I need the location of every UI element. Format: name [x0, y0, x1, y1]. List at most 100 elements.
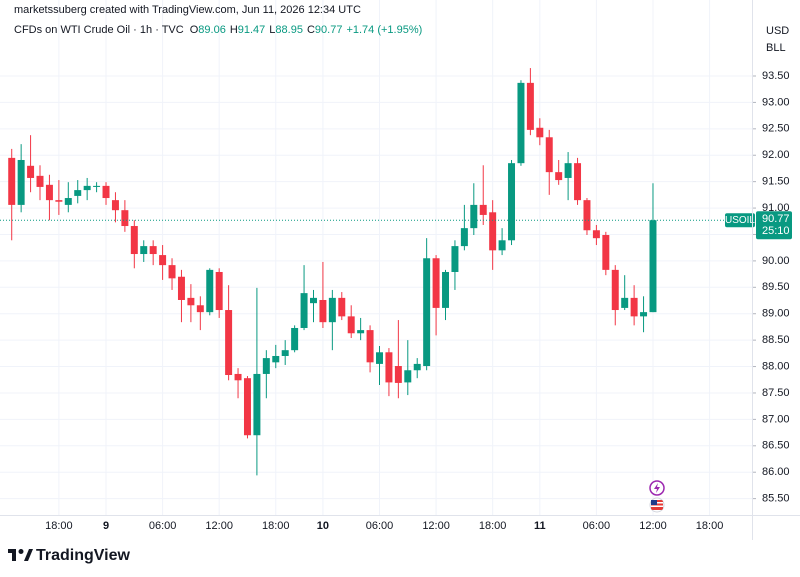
candle-body [243, 378, 251, 436]
candle-body [45, 184, 53, 201]
candle-body [413, 363, 421, 371]
y-tick-label: 92.50 [762, 123, 790, 135]
y-tick-label: 91.50 [762, 176, 790, 188]
candle-body [130, 226, 138, 255]
candle-body [611, 269, 619, 311]
candle-body [281, 350, 289, 356]
candle-body [300, 293, 308, 328]
candle-body [111, 200, 119, 211]
candle-body [64, 198, 72, 205]
y-tick-label: 93.50 [762, 70, 790, 82]
candle-body [385, 352, 393, 383]
symbol-tag [725, 213, 755, 228]
overlay: 85.50 86.00 86.50 87.00 87.50 88.00 88.50 89.00… [0, 70, 792, 532]
candle-body [149, 246, 157, 255]
candle-body [366, 330, 374, 363]
x-tick-label: 12:00 [639, 520, 667, 532]
candle-body [394, 366, 402, 383]
candle-body [479, 204, 487, 215]
candle-body [8, 157, 16, 205]
ohlc-key: O [190, 24, 199, 36]
y-tick-label: 89.00 [762, 308, 790, 320]
y-tick-label: 93.00 [762, 96, 790, 108]
ohlc-key: L [269, 24, 275, 36]
candle-body [526, 82, 534, 130]
y-tick-label: 87.00 [762, 413, 790, 425]
candle-body [159, 255, 167, 266]
x-tick-label: 12:00 [422, 520, 450, 532]
candle-body [621, 297, 629, 308]
candle-body [404, 370, 412, 383]
currency: USD [766, 25, 789, 37]
candle-body [357, 330, 365, 334]
x-tick-label: 11 [534, 520, 546, 532]
x-tick-label: 18:00 [696, 520, 724, 532]
x-tick-label: 18:00 [45, 520, 73, 532]
x-tick-label: 9 [103, 520, 109, 532]
ohlc-key: C [307, 24, 315, 36]
ohlc-key: H [230, 24, 238, 36]
legend-header: CFDs on WTI Crude Oil · 1h · TVC O89.06 H9… [14, 24, 422, 36]
candle-body [460, 228, 468, 247]
brand-logo [8, 549, 33, 561]
candle-body [309, 297, 317, 304]
y-tick-label: 91.00 [762, 202, 790, 214]
candle-body [592, 230, 600, 239]
x-tick-label: 06:00 [583, 520, 611, 532]
candle-body [432, 258, 440, 308]
x-tick-label: 18:00 [479, 520, 507, 532]
flag-stripe [651, 505, 663, 507]
y-tick-label: 87.50 [762, 387, 790, 399]
ohlc-value: 91.47 [238, 24, 266, 36]
candle-body [83, 185, 91, 191]
candle-body [215, 271, 223, 311]
ohlc-value: 89.06 [198, 24, 226, 36]
lightning-icon [654, 483, 660, 493]
x-tick-label: 06:00 [366, 520, 394, 532]
ohlc-value: 88.95 [275, 24, 303, 36]
logo-stem [12, 549, 16, 561]
candle-body [583, 200, 591, 231]
candle-body [328, 297, 336, 323]
candles [8, 68, 657, 476]
y-tick-label: 90.00 [762, 255, 790, 267]
candle-body [508, 163, 516, 241]
price-tag-countdown: 25:10 [762, 225, 790, 237]
candle-body [451, 246, 459, 272]
candle-body [470, 204, 478, 229]
candle-body [140, 246, 148, 255]
x-tick-label: 06:00 [149, 520, 177, 532]
price-tag [756, 211, 792, 240]
candle-body [423, 258, 431, 367]
candle-body [121, 210, 129, 227]
symbol: CFDs on WTI Crude Oil · 1h · TVC [14, 24, 184, 36]
candle-body [262, 358, 270, 374]
brand: TradingView [36, 547, 131, 564]
candle-body [338, 297, 346, 317]
candle-body [196, 305, 204, 313]
x-tick-label: 18:00 [262, 520, 290, 532]
grid [0, 0, 756, 515]
candle-body [74, 190, 82, 196]
candle-body [234, 373, 242, 381]
candle-body [168, 265, 176, 279]
candle-body [640, 312, 648, 317]
y-tick-label: 88.00 [762, 360, 790, 372]
candle-body [574, 163, 582, 201]
candle-body [55, 200, 63, 202]
logo-dot [18, 549, 24, 554]
candle-body [442, 271, 450, 308]
candle-body [102, 185, 110, 199]
change: +1.74 (+1.95%) [346, 24, 422, 36]
candle-body [17, 159, 25, 205]
candle-body [489, 212, 497, 251]
candle-body [564, 163, 572, 178]
candle-body [545, 137, 553, 173]
candle-body [517, 82, 525, 164]
logo-slash [24, 549, 33, 561]
candle-body [649, 220, 657, 313]
y-tick-label: 89.50 [762, 281, 790, 293]
candle-body [206, 269, 214, 313]
